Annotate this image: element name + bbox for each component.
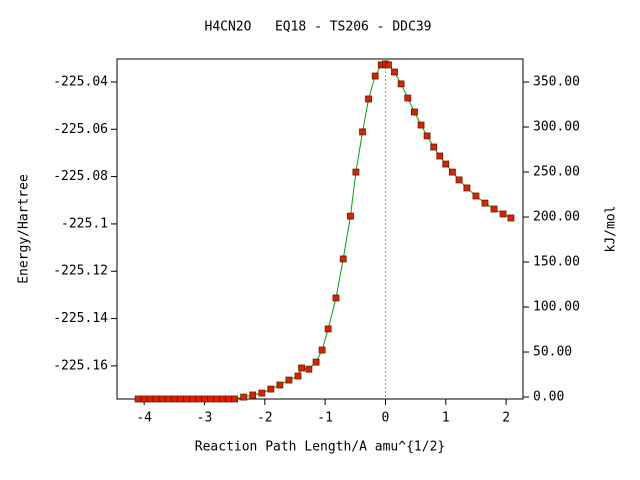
y-tick-label: -225.04 (53, 74, 108, 89)
data-point (371, 72, 379, 80)
x-tick-label: -3 (197, 411, 213, 426)
data-point (219, 395, 226, 403)
data-point (152, 395, 160, 403)
data-point (499, 210, 507, 218)
data-point (195, 395, 202, 403)
y2-tick-label: 100.00 (533, 300, 580, 315)
y2-tick-label: 300.00 (533, 120, 580, 135)
data-point (423, 132, 431, 140)
data-point (158, 395, 166, 403)
data-point (231, 395, 239, 403)
data-point (385, 61, 392, 69)
data-point (240, 393, 248, 401)
data-point (225, 395, 233, 403)
data-point (436, 152, 444, 160)
data-point (318, 346, 326, 354)
data-point (365, 95, 372, 103)
data-point (481, 199, 489, 207)
data-point (170, 395, 178, 403)
data-point (213, 395, 220, 403)
data-point (189, 395, 196, 403)
data-point (472, 192, 480, 200)
y2-tick-label: 0.00 (533, 390, 564, 405)
x-tick-label: 1 (442, 411, 450, 426)
data-point (134, 395, 142, 403)
y2-tick-label: 50.00 (533, 345, 572, 360)
data-point (332, 294, 340, 302)
y-tick-label: -225.06 (53, 122, 108, 137)
data-point (455, 176, 463, 184)
x-tick-label: -4 (136, 411, 152, 426)
y-axis-label: Energy/Hartree (17, 174, 32, 284)
data-point (176, 395, 184, 403)
data-point (140, 395, 148, 403)
y2-tick-label: 350.00 (533, 75, 580, 90)
y-tick-label: -225.1 (61, 216, 108, 231)
y-tick-label: -225.16 (53, 358, 108, 373)
x-tick-label: 2 (502, 411, 510, 426)
data-point (359, 128, 366, 136)
data-point (207, 395, 214, 403)
data-point (463, 184, 471, 192)
y-tick-label: -225.12 (53, 264, 108, 279)
plot-frame (116, 58, 524, 400)
data-point (339, 255, 347, 263)
x-tick-label: 0 (382, 411, 390, 426)
data-point (347, 212, 354, 220)
data-point (201, 395, 208, 403)
data-point (411, 108, 418, 116)
data-point (249, 391, 257, 399)
chart-title: H4CN2O EQ18 - TS206 - DDC39 (205, 20, 432, 35)
data-point (276, 381, 284, 389)
y2-tick-label: 200.00 (533, 210, 580, 225)
data-point (391, 68, 398, 76)
data-point (298, 364, 306, 372)
data-point (285, 376, 293, 384)
data-point (267, 385, 275, 393)
data-point (507, 214, 515, 222)
data-point (404, 94, 412, 102)
data-point (305, 365, 313, 373)
data-point (258, 389, 266, 397)
data-point (449, 168, 456, 176)
data-point (490, 205, 498, 213)
data-point (146, 395, 154, 403)
data-point (417, 121, 425, 129)
data-point (324, 325, 332, 333)
data-point (312, 358, 320, 366)
y2-axis-label: kJ/mol (604, 206, 619, 253)
y2-tick-label: 250.00 (533, 165, 580, 180)
data-point (294, 372, 302, 380)
y-tick-label: -225.08 (53, 169, 108, 184)
x-tick-label: -1 (317, 411, 333, 426)
data-point (164, 395, 172, 403)
y-tick-label: -225.14 (53, 311, 108, 326)
x-axis-label: Reaction Path Length/A amu^{1/2} (195, 440, 445, 455)
y2-tick-label: 150.00 (533, 255, 580, 270)
data-point (430, 143, 438, 151)
data-point (352, 168, 360, 176)
data-point (442, 160, 450, 168)
data-point (397, 80, 405, 88)
data-point (182, 395, 190, 403)
x-tick-label: -2 (257, 411, 273, 426)
